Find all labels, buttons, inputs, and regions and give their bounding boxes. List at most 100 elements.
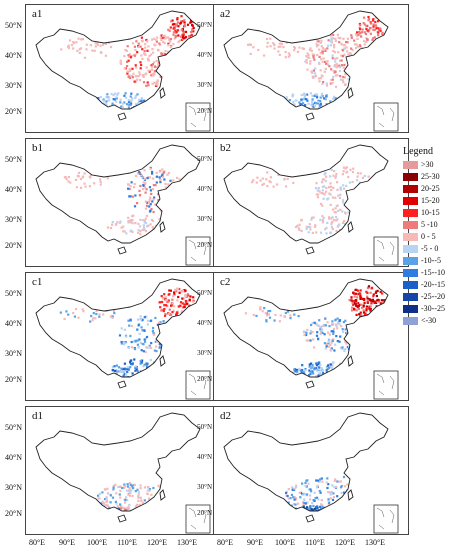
china-boundary [35,278,201,378]
lon-tick-label: 90°E [58,538,76,547]
data-cells [285,466,370,511]
taiwan-boundary [347,221,354,233]
legend-item: 10-15 [403,208,449,218]
legend-swatch [403,185,418,193]
china-boundary [35,10,201,110]
lat-tick-label: 20°N [5,509,22,518]
taiwan-boundary [159,355,166,367]
legend-item: -5 - 0 [403,244,449,254]
lon-tick-label: 130°E [176,538,198,547]
lat-tick-label: 30°N [5,483,22,492]
legend-item: 5 -10 [403,220,449,230]
legend-swatch [403,305,418,313]
legend-item: 0 - 5 [403,232,449,242]
panel-label: c2 [220,276,231,288]
legend-item: -20--15 [403,280,449,290]
map-canvas [223,278,399,400]
legend-label: -25--20 [421,292,445,301]
lat-tick-label: 30°N [5,349,22,358]
legend-item: -25--20 [403,292,449,302]
map-panel-b2: b2 [213,138,409,267]
data-cells [63,166,188,236]
hainan-boundary [305,514,315,523]
lat-tick-label: 30°N [5,215,22,224]
legend-swatch [403,245,418,253]
legend-item: 15-20 [403,196,449,206]
taiwan-boundary [159,221,166,233]
legend-item: -30--25 [403,304,449,314]
map-panel-c1: c1 [25,272,221,401]
lon-tick-label: 80°E [216,538,234,547]
legend-title: Legend [403,146,433,157]
map-canvas [35,412,211,534]
data-cells [251,166,373,235]
lon-tick-label: 120°E [334,538,356,547]
map-panel-a1: a1 [25,4,221,133]
map-canvas [35,144,211,266]
lat-tick-label: 40°N [197,319,212,327]
panel-label: a2 [220,8,231,20]
legend-item: 25-30 [403,172,449,182]
south-china-sea-inset [373,504,399,534]
lat-tick-label: 20°N [197,509,212,517]
legend-swatch [403,161,418,169]
south-china-sea-inset [373,236,399,266]
lat-tick-label: 20°N [197,375,212,383]
lat-tick-label: 40°N [5,453,22,462]
lat-tick-label: 30°N [197,483,212,491]
taiwan-boundary [159,87,166,99]
legend-item: -10--5 [403,256,449,266]
legend-swatch [403,293,418,301]
south-china-sea-inset [373,102,399,132]
map-panel-d2: d2 [213,406,409,535]
panel-label: b2 [220,142,231,154]
taiwan-boundary [347,355,354,367]
legend-label: 20-25 [421,184,440,193]
lat-tick-label: 40°N [197,51,212,59]
lon-tick-label: 90°E [246,538,264,547]
panel-label: b1 [32,142,43,154]
map-panel-a2: a2 [213,4,409,133]
legend-label: -20--15 [421,280,445,289]
lat-tick-label: 40°N [197,453,212,461]
lat-tick-label: 50°N [5,21,22,30]
taiwan-boundary [347,87,354,99]
lat-tick-label: 50°N [197,423,212,431]
map-canvas [35,278,211,400]
legend-label: 10-15 [421,208,440,217]
hainan-boundary [117,246,127,255]
legend-item: >30 [403,160,449,170]
legend-label: -10--5 [421,256,441,265]
panel-label: c1 [32,276,43,288]
legend-label: 15-20 [421,196,440,205]
lat-tick-label: 50°N [197,155,212,163]
lon-tick-label: 80°E [28,538,46,547]
legend-swatch [403,257,418,265]
map-canvas [223,412,399,534]
south-china-sea-inset [185,504,211,534]
data-cells [97,465,186,511]
lat-tick-label: 50°N [5,289,22,298]
legend-label: 25-30 [421,172,440,181]
hainan-boundary [117,380,127,389]
south-china-sea-inset [185,370,211,400]
legend-swatch [403,173,418,181]
map-panel-b1: b1 [25,138,221,267]
legend-label: 0 - 5 [421,232,436,241]
legend-label: <-30 [421,316,437,325]
china-boundary [35,412,201,512]
legend-label: -15--10 [421,268,445,277]
lat-tick-label: 50°N [5,423,22,432]
hainan-boundary [117,514,127,523]
lon-tick-label: 100°E [86,538,108,547]
lon-tick-label: 100°E [274,538,296,547]
legend-swatch [403,317,418,325]
lat-tick-label: 40°N [197,185,212,193]
legend-label: -30--25 [421,304,445,313]
lat-tick-label: 20°N [5,107,22,116]
south-china-sea-inset [185,236,211,266]
legend-item: -15--10 [403,268,449,278]
china-boundary [35,144,201,244]
panel-label: d2 [220,410,231,422]
lat-tick-label: 40°N [5,319,22,328]
